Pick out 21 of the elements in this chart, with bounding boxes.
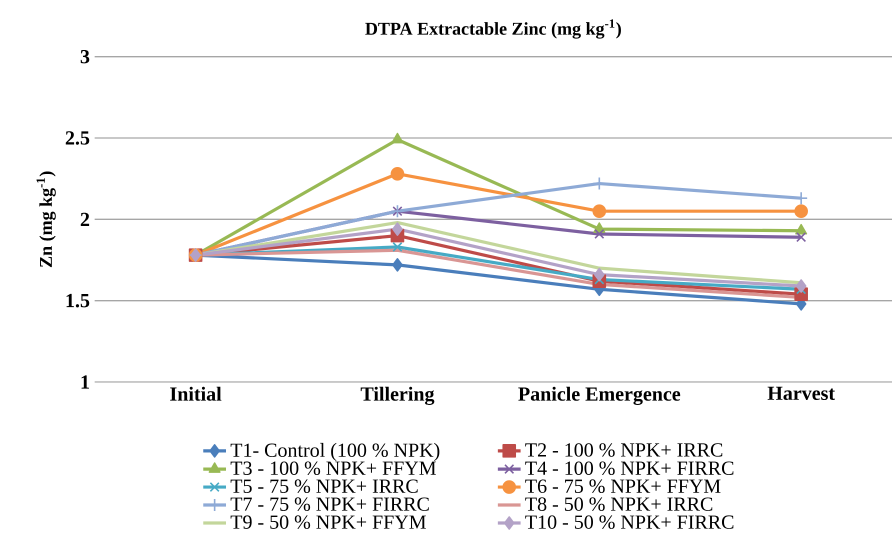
legend-label: T3 - 100 % NPK+ FFYM bbox=[230, 461, 436, 476]
x-tick-label: Initial bbox=[170, 386, 222, 401]
y-tick-label: 3 bbox=[80, 50, 90, 64]
legend-label: T2 - 100 % NPK+ IRRC bbox=[525, 443, 722, 457]
x-tick-label: Tillering bbox=[360, 386, 434, 405]
y-axis-title: Zn (mg kg$^{-1}$) bbox=[36, 172, 56, 268]
chart-title: DTPA Extractable Zinc (mg kg$^{-1}$) bbox=[365, 19, 621, 39]
y-tick-label: 1 bbox=[82, 375, 89, 389]
legend-label: T10 - 50 % NPK+ FIRRC bbox=[525, 515, 734, 529]
legend-label: T1- Control (100 % NPK) bbox=[230, 442, 440, 462]
legend-label: T8 - 50 % NPK+ IRRC bbox=[525, 497, 712, 511]
x-tick-label: Harvest bbox=[768, 386, 835, 400]
y-tick-label: 2.5 bbox=[66, 131, 90, 145]
legend-label: T9 - 50 % NPK+ FFYM bbox=[230, 515, 426, 529]
legend-label: T4 - 100 % NPK+ FIRRC bbox=[525, 461, 734, 476]
y-tick-label: 2 bbox=[80, 212, 90, 226]
x-tick-label: Panicle Emergence bbox=[518, 386, 680, 405]
legend-label: T5 - 75 % NPK+ IRRC bbox=[230, 479, 418, 493]
legend-label: T7 - 75 % NPK+ FIRRC bbox=[230, 497, 429, 511]
y-tick-label: 1.5 bbox=[66, 294, 90, 308]
legend-label: T6 - 75 % NPK+ FFYM bbox=[525, 479, 721, 493]
